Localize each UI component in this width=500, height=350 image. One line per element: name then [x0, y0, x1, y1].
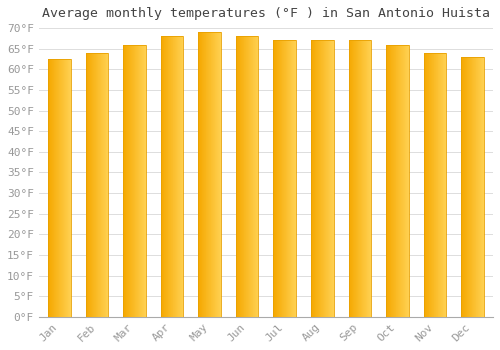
Bar: [161, 36, 184, 317]
Bar: [424, 53, 446, 317]
Bar: [461, 57, 483, 317]
Bar: [48, 59, 70, 317]
Bar: [311, 41, 334, 317]
Bar: [236, 36, 258, 317]
Bar: [348, 41, 371, 317]
Bar: [124, 44, 146, 317]
Bar: [386, 44, 408, 317]
Bar: [198, 32, 221, 317]
Bar: [86, 53, 108, 317]
Bar: [274, 41, 296, 317]
Title: Average monthly temperatures (°F ) in San Antonio Huista: Average monthly temperatures (°F ) in Sa…: [42, 7, 490, 20]
